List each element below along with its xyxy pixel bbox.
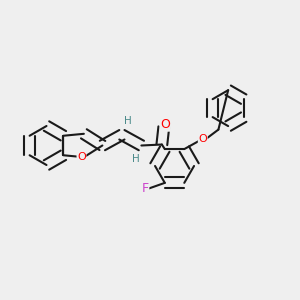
Text: O: O [160,118,170,131]
Text: O: O [198,134,207,144]
Text: H: H [132,154,140,164]
Text: O: O [77,152,86,162]
Text: F: F [142,182,149,195]
Text: H: H [124,116,132,126]
